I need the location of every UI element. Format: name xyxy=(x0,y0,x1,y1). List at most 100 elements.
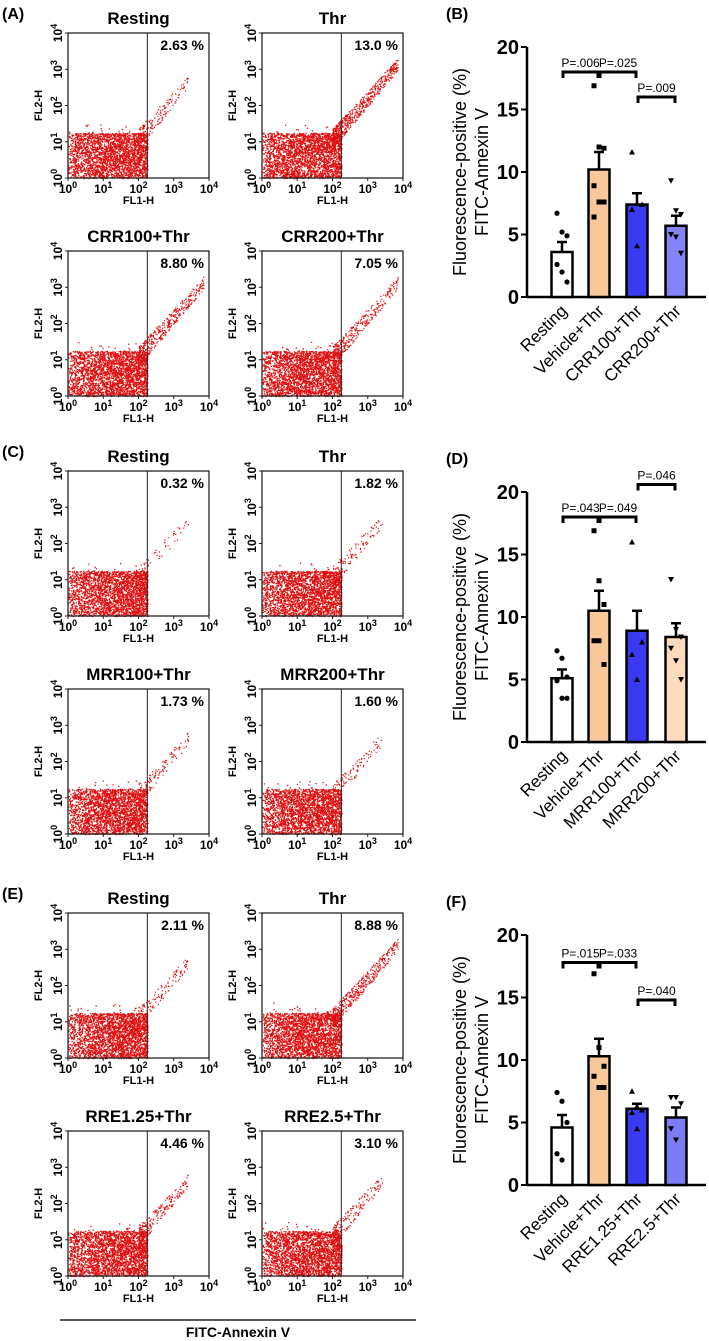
tick-base: 10 xyxy=(51,612,65,626)
tick-exponent: 1 xyxy=(49,1013,59,1018)
tick-exponent: 3 xyxy=(178,618,183,628)
data-point xyxy=(559,1157,565,1163)
tick-base: 10 xyxy=(245,467,259,481)
tick-exponent: 4 xyxy=(407,180,412,190)
x-tick-label: 104 xyxy=(394,1278,412,1294)
data-point xyxy=(668,1126,674,1132)
tick-exponent: 0 xyxy=(243,607,253,612)
tick-exponent: 4 xyxy=(243,1122,253,1127)
tick-base: 10 xyxy=(51,1017,65,1031)
data-point xyxy=(559,655,565,661)
bar xyxy=(550,1126,574,1187)
y-tick-label: 100 xyxy=(49,169,65,187)
x-tick-label: 100 xyxy=(59,618,77,634)
tick-base: 10 xyxy=(394,838,408,852)
x-tick-label: 103 xyxy=(359,398,377,414)
tick-base: 10 xyxy=(200,400,214,414)
data-point xyxy=(668,577,674,583)
tick-exponent: 0 xyxy=(49,825,59,830)
tick-base: 10 xyxy=(359,620,373,634)
y-tick-label: 103 xyxy=(49,716,65,734)
tick-base: 10 xyxy=(59,1062,73,1076)
plot-title: Resting xyxy=(107,889,169,908)
data-point xyxy=(634,1125,640,1132)
data-point xyxy=(634,626,640,632)
tick-base: 10 xyxy=(129,400,143,414)
tick-base: 10 xyxy=(245,137,259,151)
data-point xyxy=(564,233,570,239)
tick-exponent: 2 xyxy=(243,976,253,981)
tick-exponent: 1 xyxy=(49,351,59,356)
x-tick-label: 102 xyxy=(129,1278,147,1294)
data-point xyxy=(634,200,640,206)
x-tick-label: 104 xyxy=(394,1060,412,1076)
y-tick-label: 101 xyxy=(243,571,259,589)
significance-bracket xyxy=(598,961,638,969)
tick-base: 10 xyxy=(245,1272,259,1286)
tick-base: 10 xyxy=(359,1280,373,1294)
error-bar xyxy=(594,150,604,170)
y-axis-label: FL2-H xyxy=(33,746,45,777)
tick-base: 10 xyxy=(51,355,65,369)
error-bar xyxy=(557,240,567,252)
p-value-label: P=.009 xyxy=(637,81,676,95)
tick-base: 10 xyxy=(200,1062,214,1076)
tick-exponent: 1 xyxy=(107,618,112,628)
tick-base: 10 xyxy=(245,1199,259,1213)
x-tick-label: 103 xyxy=(165,180,183,196)
x-tick-label: 100 xyxy=(59,1060,77,1076)
event-cloud xyxy=(68,959,189,1060)
y-tick-label: 103 xyxy=(49,60,65,78)
y-tick-label: 102 xyxy=(243,1194,259,1212)
y-tick-label: 102 xyxy=(49,752,65,770)
tick-exponent: 0 xyxy=(243,387,253,392)
data-point xyxy=(596,1045,602,1050)
tick-exponent: 4 xyxy=(407,836,412,846)
tick-base: 10 xyxy=(51,757,65,771)
tick-exponent: 2 xyxy=(337,836,342,846)
tick-exponent: 1 xyxy=(301,398,306,408)
tick-base: 10 xyxy=(245,392,259,406)
tick-exponent: 2 xyxy=(143,180,148,190)
y-tick-label: 20 xyxy=(497,925,519,947)
plot-title: RRE2.5+Thr xyxy=(284,1107,381,1126)
event-cloud xyxy=(68,521,189,618)
panel-label: (A) xyxy=(2,6,24,23)
tick-exponent: 3 xyxy=(243,940,253,945)
tick-base: 10 xyxy=(245,945,259,959)
tick-exponent: 3 xyxy=(372,398,377,408)
error-bar xyxy=(594,589,604,611)
tick-base: 10 xyxy=(245,355,259,369)
tick-exponent: 4 xyxy=(213,180,218,190)
y-axis-label: FL2-H xyxy=(227,1188,239,1219)
x-tick-label: 103 xyxy=(359,836,377,852)
tick-base: 10 xyxy=(245,247,259,261)
plot-title: MRR100+Thr xyxy=(86,665,191,684)
data-point xyxy=(601,1063,607,1069)
tick-base: 10 xyxy=(394,1062,408,1076)
p-value-label: P=.043 xyxy=(561,501,600,515)
tick-exponent: 4 xyxy=(49,242,59,247)
y-axis-label: FL2-H xyxy=(227,746,239,777)
tick-base: 10 xyxy=(245,981,259,995)
data-point xyxy=(554,1151,560,1157)
tick-exponent: 1 xyxy=(301,1060,306,1070)
tick-base: 10 xyxy=(59,1280,73,1294)
x-axis-label: FL1-H xyxy=(317,413,348,425)
y-axis-title: Fluorescence-positive (%) xyxy=(450,513,470,721)
tick-base: 10 xyxy=(51,319,65,333)
error-bar xyxy=(671,1106,681,1118)
gate-percent: 8.88 % xyxy=(354,917,398,933)
data-point xyxy=(673,658,679,664)
error-bar xyxy=(671,214,681,226)
tick-base: 10 xyxy=(245,793,259,807)
tick-base: 10 xyxy=(165,620,179,634)
tick-exponent: 2 xyxy=(337,618,342,628)
data-point xyxy=(554,210,560,216)
tick-exponent: 3 xyxy=(243,60,253,65)
tick-base: 10 xyxy=(200,182,214,196)
event-cloud xyxy=(262,60,399,180)
data-point xyxy=(601,199,607,205)
